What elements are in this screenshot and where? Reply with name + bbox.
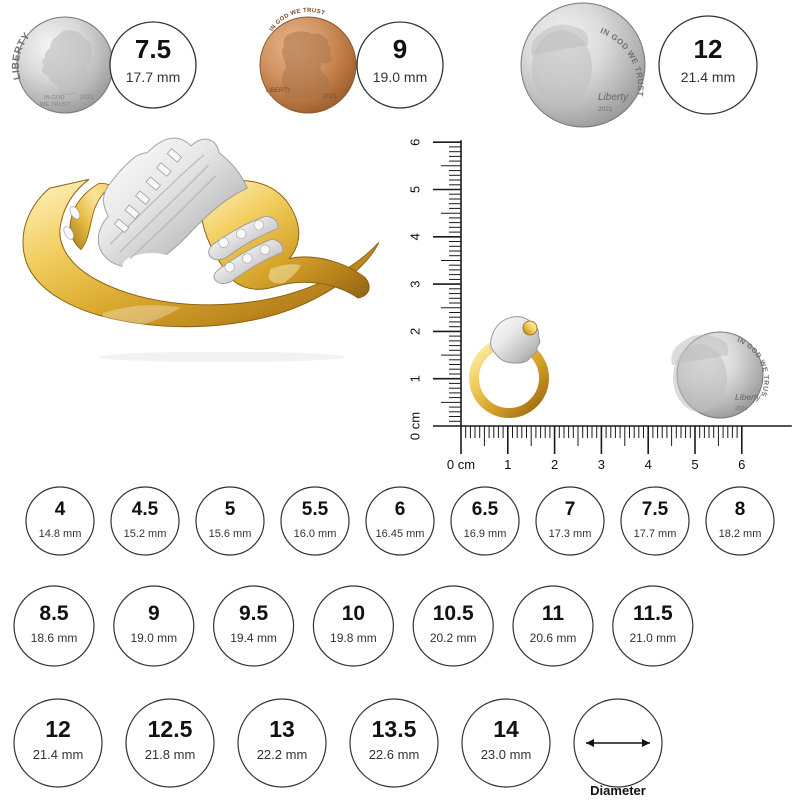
- svg-text:2: 2: [551, 457, 558, 472]
- svg-text:5: 5: [225, 499, 236, 520]
- svg-text:2021: 2021: [735, 406, 747, 412]
- svg-text:16.0 mm: 16.0 mm: [294, 528, 337, 540]
- svg-text:LIBERTY: LIBERTY: [266, 88, 291, 94]
- svg-text:21.4 mm: 21.4 mm: [681, 69, 735, 85]
- svg-text:9: 9: [393, 34, 407, 64]
- svg-text:7.5: 7.5: [642, 499, 669, 520]
- svg-text:3: 3: [407, 280, 422, 287]
- svg-text:12: 12: [45, 716, 71, 742]
- svg-text:5.5: 5.5: [302, 499, 329, 520]
- svg-text:7: 7: [565, 499, 576, 520]
- svg-text:10.5: 10.5: [433, 602, 474, 625]
- svg-text:16.45 mm: 16.45 mm: [376, 528, 425, 540]
- svg-text:4.5: 4.5: [132, 499, 159, 520]
- svg-text:0 cm: 0 cm: [447, 457, 475, 472]
- svg-text:14.8 mm: 14.8 mm: [39, 528, 82, 540]
- svg-text:11: 11: [542, 602, 565, 625]
- svg-text:6: 6: [407, 139, 422, 146]
- svg-text:4: 4: [55, 499, 66, 520]
- svg-text:Diameter: Diameter: [590, 783, 646, 798]
- svg-text:2021: 2021: [323, 93, 338, 100]
- svg-text:21.4 mm: 21.4 mm: [33, 747, 84, 762]
- svg-text:13: 13: [269, 716, 295, 742]
- svg-text:18.6 mm: 18.6 mm: [31, 631, 78, 645]
- svg-text:22.6 mm: 22.6 mm: [369, 747, 420, 762]
- svg-text:4: 4: [645, 457, 652, 472]
- svg-text:1: 1: [504, 457, 511, 472]
- svg-text:IN GOD: IN GOD: [44, 95, 65, 101]
- svg-text:2021: 2021: [598, 106, 613, 113]
- svg-text:19.8 mm: 19.8 mm: [330, 631, 377, 645]
- svg-text:6: 6: [738, 457, 745, 472]
- svg-text:6.5: 6.5: [472, 499, 499, 520]
- svg-text:13.5: 13.5: [372, 716, 417, 742]
- svg-text:Liberty: Liberty: [735, 392, 761, 402]
- svg-text:17.3 mm: 17.3 mm: [549, 528, 592, 540]
- svg-text:17.7 mm: 17.7 mm: [126, 69, 180, 85]
- svg-text:16.9 mm: 16.9 mm: [464, 528, 507, 540]
- svg-text:9: 9: [148, 602, 160, 625]
- svg-text:23.0 mm: 23.0 mm: [481, 747, 532, 762]
- svg-text:9.5: 9.5: [239, 602, 269, 625]
- svg-text:19.4 mm: 19.4 mm: [230, 631, 277, 645]
- svg-text:11.5: 11.5: [633, 602, 673, 625]
- svg-text:5: 5: [691, 457, 698, 472]
- svg-text:18.2 mm: 18.2 mm: [719, 528, 762, 540]
- svg-text:0 cm: 0 cm: [407, 412, 422, 440]
- svg-text:2: 2: [407, 328, 422, 335]
- svg-text:19.0 mm: 19.0 mm: [130, 631, 177, 645]
- svg-text:12.5: 12.5: [148, 716, 193, 742]
- svg-text:20.2 mm: 20.2 mm: [430, 631, 477, 645]
- svg-text:19.0 mm: 19.0 mm: [373, 69, 427, 85]
- svg-text:Liberty: Liberty: [598, 92, 629, 103]
- svg-text:8.5: 8.5: [39, 602, 69, 625]
- svg-text:5: 5: [407, 186, 422, 193]
- svg-text:15.6 mm: 15.6 mm: [209, 528, 252, 540]
- svg-text:3: 3: [598, 457, 605, 472]
- svg-text:7.5: 7.5: [135, 34, 171, 64]
- svg-text:15.2 mm: 15.2 mm: [124, 528, 167, 540]
- svg-text:17.7 mm: 17.7 mm: [634, 528, 677, 540]
- svg-text:6: 6: [395, 499, 406, 520]
- svg-text:10: 10: [342, 602, 365, 625]
- svg-text:22.2 mm: 22.2 mm: [257, 747, 308, 762]
- svg-text:20.6 mm: 20.6 mm: [530, 631, 577, 645]
- svg-text:8: 8: [735, 499, 746, 520]
- svg-text:WE TRUST: WE TRUST: [40, 102, 71, 108]
- svg-text:21.0 mm: 21.0 mm: [629, 631, 676, 645]
- svg-text:1: 1: [407, 375, 422, 382]
- svg-text:2021: 2021: [80, 94, 95, 101]
- svg-text:14: 14: [493, 716, 519, 742]
- svg-text:12: 12: [694, 34, 723, 64]
- svg-text:21.8 mm: 21.8 mm: [145, 747, 196, 762]
- svg-text:4: 4: [407, 233, 422, 240]
